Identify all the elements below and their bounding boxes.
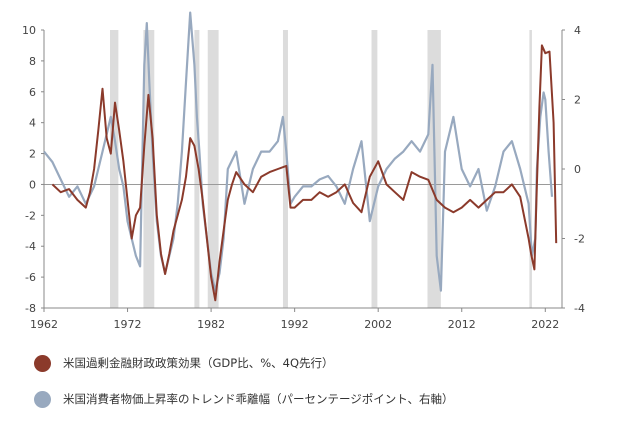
chart-svg: 10 8 6 4 2 0 -2 -4 -6 -8 4 2 0 -2 -4 1962 1972 1982 1992…: [22, 11, 585, 331]
legend-label-cpi: 米国消費者物価上昇率のトレンド乖離幅（パーセンテージポイント、右軸）: [63, 392, 454, 406]
left-tick-label: -4: [25, 240, 36, 253]
x-tick-label: 2022: [531, 318, 559, 331]
recession-bands: [110, 30, 532, 308]
left-tick-label: -2: [25, 209, 36, 222]
left-tick-label: 8: [29, 55, 36, 68]
legend-item-policy: 米国過剰金融財政政策効果（GDP比、%、4Q先行）: [34, 352, 634, 374]
x-tick-label: 1992: [281, 318, 309, 331]
series-line-cpi: [43, 11, 554, 292]
legend: 米国過剰金融財政政策効果（GDP比、%、4Q先行） 米国消費者物価上昇率のトレン…: [34, 352, 634, 424]
right-tick-label: 2: [574, 94, 581, 107]
legend-item-cpi: 米国消費者物価上昇率のトレンド乖離幅（パーセンテージポイント、右軸）: [34, 388, 634, 410]
left-tick-label: 10: [22, 24, 36, 37]
left-tick-label: 6: [29, 86, 36, 99]
series-line-policy: [51, 44, 558, 302]
left-tick-label: -8: [25, 302, 36, 315]
right-tick-label: -4: [574, 302, 585, 315]
x-tick-label: 2012: [448, 318, 476, 331]
x-tick-label: 1982: [197, 318, 225, 331]
x-tick-label: 2002: [364, 318, 392, 331]
legend-swatch-policy: [34, 354, 51, 372]
x-axis: 1962 1972 1982 1992 2002 2012 2022: [30, 307, 562, 331]
right-tick-label: 0: [574, 163, 581, 176]
x-tick-label: 1962: [30, 318, 58, 331]
recession-band-7: [529, 30, 532, 308]
left-tick-label: -6: [25, 271, 36, 284]
left-tick-label: 0: [29, 178, 36, 191]
series-lines: [43, 11, 558, 302]
legend-label-policy: 米国過剰金融財政政策効果（GDP比、%、4Q先行）: [63, 356, 334, 370]
recession-band-3: [207, 30, 219, 308]
recession-band-2: [194, 30, 200, 308]
x-tick-label: 1972: [114, 318, 142, 331]
left-tick-label: 2: [29, 148, 36, 161]
right-tick-label: -2: [574, 233, 585, 246]
recession-band-1: [143, 30, 155, 308]
left-tick-label: 4: [29, 117, 36, 130]
left-axis: 10 8 6 4 2 0 -2 -4 -6 -8: [22, 24, 45, 315]
right-axis: 4 2 0 -2 -4: [561, 24, 585, 315]
recession-band-4: [282, 30, 288, 308]
legend-swatch-cpi: [34, 390, 51, 408]
right-tick-label: 4: [574, 24, 581, 37]
recession-band-0: [110, 30, 119, 308]
